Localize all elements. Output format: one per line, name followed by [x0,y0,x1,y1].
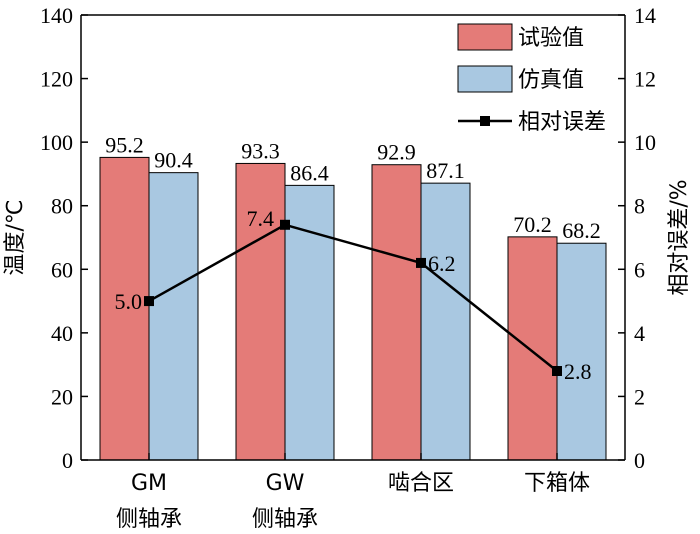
bar-test-0 [99,156,150,461]
y-left-tick-label: 40 [51,321,73,346]
bar-value-label: 68.2 [562,218,601,243]
y-right-axis-title: 相对误差/% [667,179,692,295]
error-line [148,223,558,372]
bar-test-1 [235,162,286,461]
bar-value-label: 92.9 [377,140,416,165]
labels-layer: 95.2 90.4 93.3 86.4 92.9 87.1 70.2 68.2 5.0 7.4 6.… [105,132,601,384]
error-value-label: 7.4 [247,206,275,231]
y-left-axis-title: 温度/℃ [3,199,28,275]
y-right-tick-label: 2 [634,384,645,409]
bar-test-2 [371,164,422,461]
x-tick-label: 侧轴承 [116,507,182,532]
error-line-layer [144,219,562,376]
x-tick-label: 下箱体 [524,471,590,496]
y-left-tick-label: 100 [40,130,73,155]
error-marker [552,366,562,376]
legend-label: 试验值 [518,26,584,51]
legend-swatch [457,23,513,51]
y-left-tick-label: 140 [40,3,73,28]
y-left-tick-label: 20 [51,384,73,409]
error-value-label: 5.0 [115,289,143,314]
y-right-tick-label: 12 [634,67,656,92]
legend-marker [480,116,490,126]
y-right-tick-label: 14 [634,3,656,28]
y-right-tick-label: 0 [634,448,645,473]
error-marker [280,219,290,230]
x-tick-label: 侧轴承 [252,507,318,532]
legend-label: 相对误差 [518,110,606,135]
y-right-tick-label: 4 [634,321,645,346]
error-marker [416,257,426,268]
bars-layer [99,156,607,461]
axes-layer: 0 20 40 60 80 100 120 140 0 2 4 6 8 10 12 14 GM 侧轴承 GW 侧轴承 啮… [3,3,692,532]
error-value-label: 2.8 [564,359,592,384]
bar-value-label: 95.2 [105,132,144,157]
bar-value-label: 70.2 [513,212,552,237]
y-right-tick-label: 10 [634,130,656,155]
bar-value-label: 90.4 [154,148,193,173]
y-right-tick-label: 8 [634,194,645,219]
x-tick-label: GW [266,471,305,496]
bar-sim-3 [556,242,607,461]
bar-value-label: 93.3 [241,138,280,163]
bar-test-3 [507,236,558,461]
x-tick-label: 啮合区 [388,471,454,496]
y-left-tick-label: 0 [62,448,73,473]
bar-sim-0 [148,172,199,461]
error-marker [144,296,154,307]
bar-value-label: 86.4 [290,160,329,185]
y-left-tick-label: 60 [51,257,73,282]
y-left-tick-label: 80 [51,194,73,219]
bar-sim-2 [420,182,471,461]
legend-swatch [457,65,513,93]
legend-label: 仿真值 [518,68,584,93]
y-left-tick-label: 120 [40,67,73,92]
error-value-label: 6.2 [428,251,456,276]
bar-value-label: 87.1 [426,158,465,183]
x-tick-label: GM [131,471,167,496]
y-right-tick-label: 6 [634,257,645,282]
